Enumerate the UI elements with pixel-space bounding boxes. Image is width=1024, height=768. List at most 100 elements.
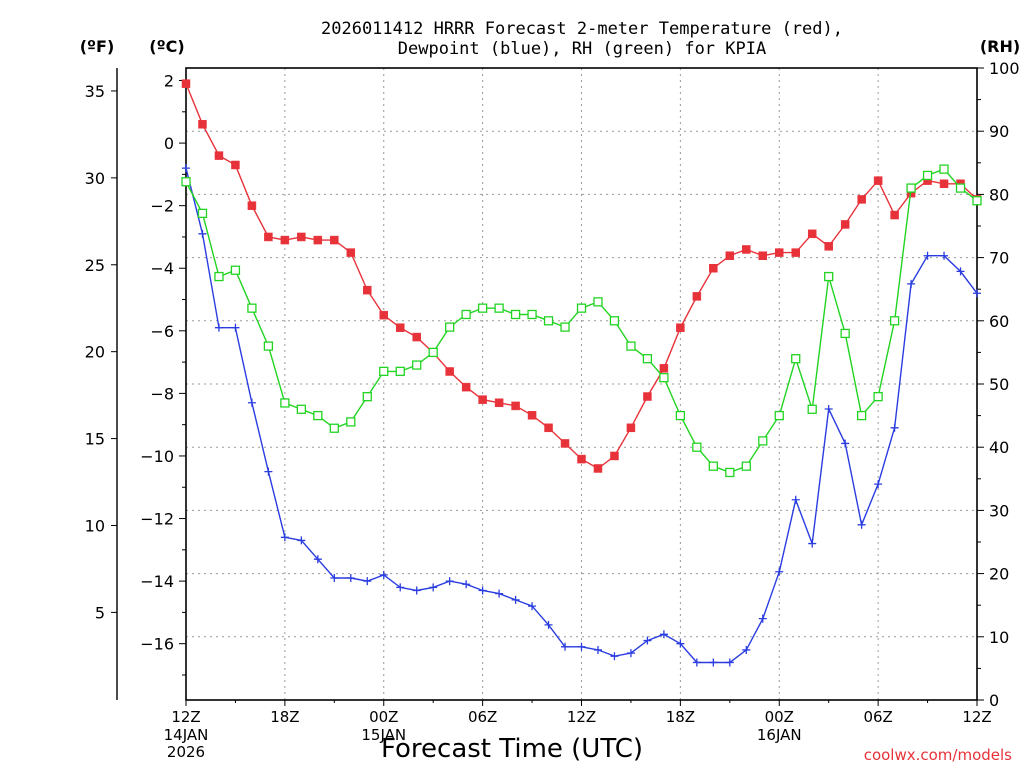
celsius-tick-label: 0 (164, 134, 174, 153)
series-celsius-plus (182, 164, 981, 667)
data-point (544, 620, 553, 629)
data-point (395, 366, 405, 377)
data-point (709, 658, 718, 667)
data-point (609, 316, 620, 326)
x-date-label: 14JAN (164, 726, 209, 744)
x-tick-label: 18Z (666, 708, 695, 726)
data-point (198, 229, 207, 238)
chart-title-line-1: 2026011412 HRRR Forecast 2-meter Tempera… (321, 19, 843, 39)
data-point (544, 423, 553, 433)
data-point (791, 248, 800, 257)
data-point (412, 586, 421, 595)
data-point (461, 382, 471, 392)
chart-title-line-2: Dewpoint (blue), RH (green) for KPIA (398, 39, 766, 59)
data-point (510, 309, 521, 320)
data-point (955, 183, 966, 193)
data-point (907, 279, 916, 288)
data-point (774, 410, 784, 421)
celsius-tick-label: −6 (150, 322, 174, 341)
data-point (346, 248, 356, 257)
data-point (527, 411, 537, 420)
celsius-tick-label: −14 (140, 572, 174, 591)
fahrenheit-tick-label: 30 (85, 169, 105, 188)
rh-tick-label: 20 (989, 565, 1009, 584)
rh-tick-label: 90 (989, 122, 1009, 141)
data-point (362, 391, 372, 402)
data-point (890, 423, 899, 432)
x-tick-label: 12Z (567, 708, 596, 726)
celsius-tick-label: −12 (140, 510, 174, 529)
x-tick-label: 00Z (369, 708, 398, 726)
x-tick-label: 12Z (962, 708, 991, 726)
data-point (741, 461, 751, 471)
data-point (412, 332, 421, 342)
data-point (543, 316, 554, 326)
data-point (445, 577, 454, 586)
fahrenheit-unit-label: (ºF) (80, 37, 115, 56)
data-point (477, 303, 488, 313)
data-point (197, 208, 208, 219)
data-point (428, 347, 438, 358)
data-point (972, 196, 982, 206)
data-point (527, 309, 537, 320)
data-point (742, 245, 751, 254)
data-point (296, 404, 307, 414)
data-point (709, 263, 718, 273)
data-point (940, 251, 949, 260)
data-point (297, 536, 306, 545)
rh-unit-label: (RH) (980, 37, 1020, 56)
data-point (313, 235, 323, 245)
data-point (313, 555, 322, 564)
data-point (329, 423, 339, 433)
data-point (676, 323, 685, 332)
data-point (890, 210, 899, 220)
rh-tick-label: 80 (989, 185, 1009, 204)
data-point (346, 573, 355, 582)
data-point (231, 160, 240, 170)
rh-tick-label: 10 (989, 628, 1009, 647)
data-point (346, 417, 356, 427)
data-point (560, 322, 570, 332)
data-point (692, 442, 702, 452)
celsius-unit-label: (ºC) (149, 37, 184, 56)
data-point (742, 645, 751, 654)
data-point (445, 322, 455, 332)
data-point (626, 423, 636, 433)
credit-text: coolwx.com/models (864, 746, 1012, 764)
data-point (758, 436, 768, 446)
data-point (725, 251, 735, 260)
data-point (725, 467, 735, 478)
data-point (807, 404, 817, 414)
data-point (874, 480, 883, 489)
data-point (675, 410, 686, 421)
data-point (577, 642, 586, 651)
data-point (198, 120, 207, 129)
fahrenheit-tick-label: 5 (95, 603, 105, 622)
data-point (906, 183, 916, 193)
data-point (610, 652, 619, 661)
data-point (808, 539, 817, 548)
data-point (214, 151, 224, 160)
data-point (462, 580, 471, 589)
data-point (856, 410, 867, 421)
data-point (560, 439, 570, 448)
data-point (494, 398, 504, 408)
x-date-label: 15JAN (361, 726, 406, 744)
x-tick-label: 12Z (171, 708, 200, 726)
x-tick-label: 18Z (270, 708, 299, 726)
data-point (824, 271, 834, 282)
x-axis-label: Forecast Time (UTC) (381, 734, 643, 764)
data-point (181, 79, 191, 88)
data-point (478, 395, 487, 404)
celsius-tick-label: −8 (150, 384, 174, 403)
data-point (263, 341, 274, 351)
series-celsius-filled-square (181, 79, 982, 473)
x-date-label: 2026 (167, 743, 205, 761)
data-point (956, 267, 965, 276)
data-point (264, 232, 273, 242)
rh-tick-label: 50 (989, 375, 1009, 394)
data-point (214, 271, 224, 282)
data-point (561, 642, 570, 651)
data-point (297, 232, 306, 242)
data-point (247, 303, 257, 313)
